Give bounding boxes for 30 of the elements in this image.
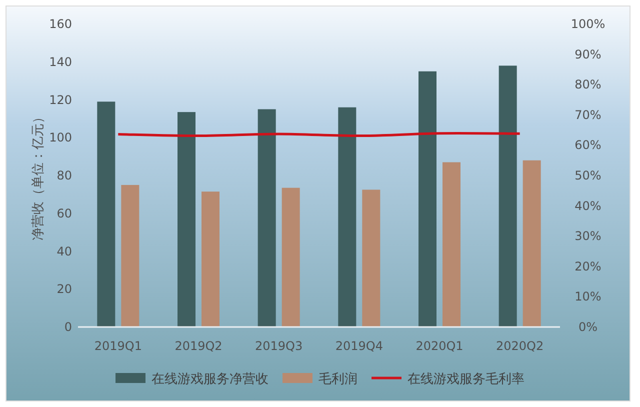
y2-tick-label: 80%: [574, 78, 602, 92]
x-tick-label: 2019Q3: [255, 339, 303, 353]
x-tick-label: 2019Q4: [335, 339, 383, 353]
y2-tick-label: 60%: [574, 138, 602, 152]
y-tick-label: 20: [56, 282, 72, 296]
y2-tick-label: 30%: [574, 229, 602, 244]
y-tick-label: 120: [49, 92, 72, 107]
x-tick-label: 2019Q1: [94, 339, 142, 353]
y-tick-label: 160: [49, 17, 72, 31]
x-tick-label: 2020Q2: [496, 339, 544, 353]
legend-label: 在线游戏服务净营收: [152, 372, 268, 387]
y2-tick-label: 50%: [574, 168, 602, 182]
y2-tick-label: 0%: [578, 320, 598, 334]
legend-label: 毛利润: [318, 372, 358, 387]
x-tick-label: 2020Q1: [416, 339, 464, 353]
y2-tick-label: 90%: [574, 47, 602, 62]
y-tick-label: 0: [64, 320, 72, 334]
y-tick-label: 40: [56, 244, 72, 258]
y-tick-label: 100: [49, 130, 72, 145]
y-axis-title: 净营收（单位：亿元）: [31, 110, 46, 240]
y2-tick-label: 20%: [574, 259, 602, 274]
y-tick-label: 80: [56, 168, 72, 182]
legend-label: 在线游戏服务毛利率: [408, 371, 524, 387]
y-tick-label: 60: [56, 206, 72, 220]
y2-tick-label: 40%: [574, 198, 602, 213]
x-tick-label: 2019Q2: [174, 339, 222, 353]
y2-tick-label: 10%: [574, 290, 602, 304]
y-tick-label: 140: [49, 54, 72, 69]
y2-tick-label: 70%: [574, 108, 602, 122]
y2-tick-label: 100%: [570, 17, 606, 31]
